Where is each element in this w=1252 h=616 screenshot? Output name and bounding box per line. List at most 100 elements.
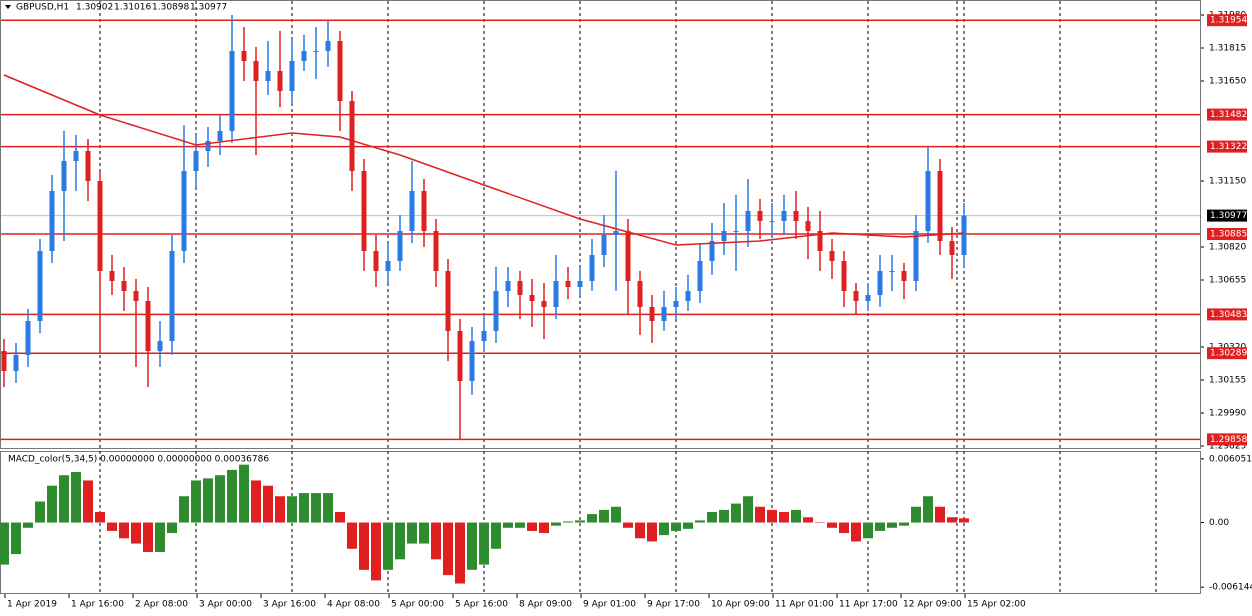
macd-bar <box>155 522 165 552</box>
x-tick-label: 4 Apr 08:00 <box>327 600 380 610</box>
macd-bar <box>287 496 297 523</box>
macd-bar <box>443 522 453 576</box>
macd-bar <box>839 522 849 534</box>
moving-average <box>3 74 965 246</box>
x-tick-label: 10 Apr 09:00 <box>711 600 770 610</box>
candle-body <box>517 281 523 295</box>
candle-body <box>769 221 775 222</box>
y-tick-label: 1.29990 <box>1209 409 1246 419</box>
macd-bar <box>227 469 237 523</box>
macd-bar <box>851 522 861 542</box>
y-tick-label: 1.31815 <box>1209 44 1246 54</box>
candle-body <box>697 261 703 291</box>
macd-bar <box>311 493 321 523</box>
macd-bar <box>527 522 537 531</box>
candle-body <box>637 281 643 307</box>
macd-bar <box>383 522 393 570</box>
candle-body <box>469 341 475 381</box>
candle-body <box>13 355 19 371</box>
macd-bar <box>911 506 921 523</box>
macd-bar <box>131 522 141 544</box>
y-tick-label: 1.30655 <box>1209 276 1246 286</box>
candle-body <box>397 231 403 261</box>
macd-bar <box>47 485 57 523</box>
macd-bar <box>467 522 477 570</box>
macd-bar <box>863 522 873 539</box>
level-label: 1.30483 <box>1210 310 1247 320</box>
macd-bar <box>35 501 45 523</box>
candle-body <box>889 271 895 272</box>
header-ohlc: 1.31016 <box>114 3 151 13</box>
macd-bar <box>515 522 525 528</box>
macd-bar <box>167 522 177 534</box>
x-tick-label: 1 Apr 2019 <box>7 600 57 610</box>
macd-bar <box>779 512 789 523</box>
macd-bar <box>551 522 561 526</box>
candle-body <box>937 171 943 241</box>
macd-bar <box>455 522 465 584</box>
x-tick-label: 9 Apr 17:00 <box>647 600 700 610</box>
level-label: 1.31482 <box>1210 110 1247 120</box>
level-tag <box>1207 108 1247 121</box>
candle-body <box>85 151 91 181</box>
x-tick-label: 11 Apr 01:00 <box>775 600 834 610</box>
macd-bar <box>11 522 21 555</box>
macd-bar <box>659 522 669 536</box>
candle-body <box>37 251 43 321</box>
x-tick-label: 3 Apr 16:00 <box>263 600 316 610</box>
candle-body <box>529 295 535 301</box>
macd-bar <box>755 506 765 523</box>
candle-body <box>337 41 343 101</box>
candle-body <box>877 271 883 295</box>
candle-body <box>121 281 127 291</box>
macd-label: MACD_color(5,34,5) 0.00000000 0.00000000… <box>8 455 269 465</box>
header-ohlc: 1.30902 <box>76 3 113 13</box>
macd-bar <box>827 522 837 528</box>
level-label: 1.29858 <box>1210 435 1247 445</box>
macd-bar <box>587 514 597 523</box>
level-label: 1.31322 <box>1210 142 1247 152</box>
y-tick-label: 1.31150 <box>1209 177 1246 187</box>
macd-tick-label: 0.00 <box>1209 518 1229 528</box>
symbol: GBPUSD,H1 <box>16 3 69 13</box>
macd-bar <box>203 478 213 523</box>
macd-bar <box>83 480 93 523</box>
macd-bar <box>251 480 261 523</box>
candle-body <box>481 331 487 341</box>
candle-body <box>109 271 115 281</box>
candle-body <box>721 231 727 241</box>
macd-bar <box>395 522 405 560</box>
macd-bar <box>191 480 201 523</box>
candle-body <box>685 291 691 301</box>
candle-body <box>25 321 31 355</box>
macd-bar <box>23 522 33 528</box>
macd-bar <box>359 522 369 570</box>
macd-bar <box>959 518 969 523</box>
candle-body <box>73 151 79 161</box>
macd-bar <box>647 522 657 542</box>
macd-bar <box>767 509 777 523</box>
macd-bar <box>143 522 153 552</box>
x-tick-label: 2 Apr 08:00 <box>135 600 188 610</box>
candle-body <box>961 215 967 255</box>
level-label: 1.31954 <box>1210 16 1247 26</box>
candle-body <box>793 211 799 221</box>
macd-bar <box>719 509 729 523</box>
candle-body <box>253 61 259 81</box>
macd-bar <box>695 520 705 523</box>
x-tick-label: 1 Apr 16:00 <box>71 600 124 610</box>
candle-body <box>241 51 247 61</box>
candle-body <box>589 255 595 281</box>
x-tick-label: 3 Apr 00:00 <box>199 600 252 610</box>
level-tag <box>1207 308 1247 321</box>
candle-body <box>865 295 871 301</box>
macd-bar <box>275 496 285 523</box>
macd-bar <box>539 522 549 534</box>
candle-body <box>493 291 499 331</box>
macd-bar <box>731 503 741 523</box>
macd-bar <box>323 493 333 523</box>
candle-body <box>661 307 667 321</box>
x-tick-label: 5 Apr 00:00 <box>391 600 444 610</box>
